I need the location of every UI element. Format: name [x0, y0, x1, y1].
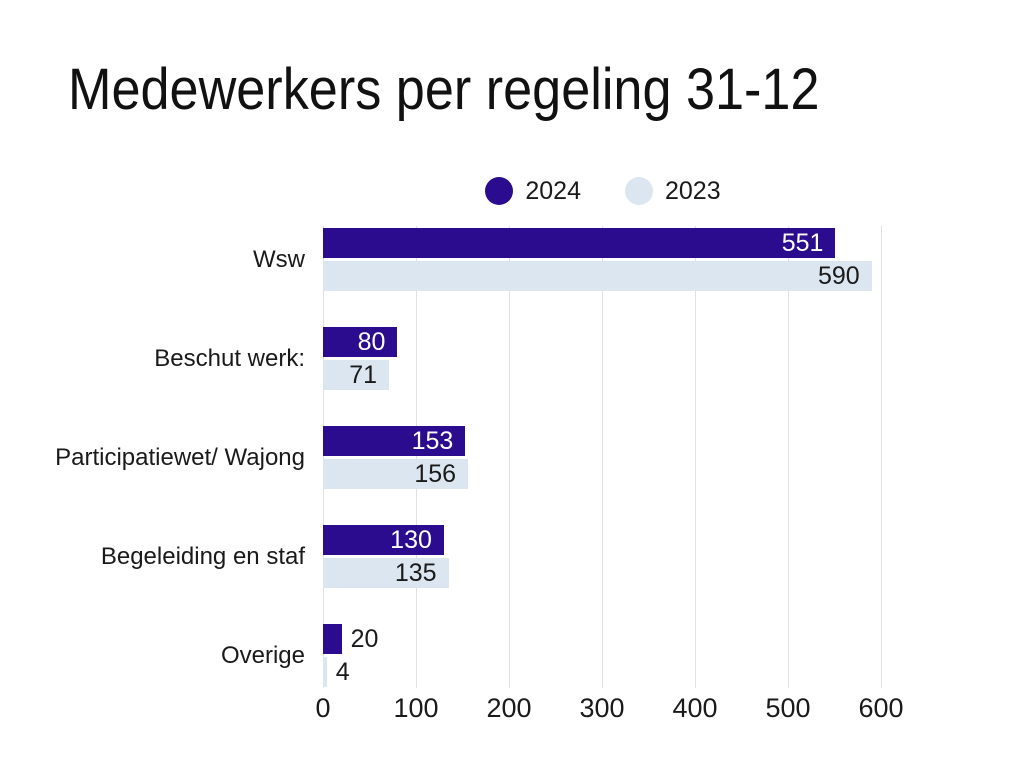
bar-value-2024-participatiewet-wajong: 153	[411, 427, 454, 455]
gridline-400	[695, 226, 696, 688]
x-tick-label-200: 200	[486, 693, 532, 723]
gridline-600	[881, 226, 882, 688]
x-tick-label-600: 600	[858, 693, 904, 723]
bar-2024-beschut-werk	[323, 327, 398, 357]
gridline-200	[509, 226, 510, 688]
plot-area: 551 590 80 71 153 156 130 135 20 4	[323, 226, 883, 688]
legend-label-2024: 2024	[525, 176, 581, 205]
bar-value-2024-begeleiding-en-staf: 130	[390, 526, 432, 554]
x-tick-label-0: 0	[315, 693, 331, 723]
category-label-participatiewet-wajong: Participatiewet/ Wajong	[55, 443, 305, 471]
bar-2023-beschut-werk	[323, 360, 390, 390]
bar-2023-participatiewet-wajong	[323, 459, 469, 489]
bar-2024-overige	[323, 624, 342, 654]
bar-value-2023-begeleiding-en-staf: 135	[394, 559, 437, 587]
bar-value-2024-beschut-werk: 80	[357, 328, 386, 356]
bar-value-2024-wsw: 551	[781, 229, 824, 257]
category-label-beschut-werk: Beschut werk:	[154, 344, 305, 372]
category-label-overige: Overige	[220, 641, 305, 669]
category-label-wsw: Wsw	[253, 245, 305, 273]
legend-swatch-2023-icon	[625, 177, 653, 205]
bar-2023-begeleiding-en-staf	[323, 558, 449, 588]
gridline-300	[602, 226, 603, 688]
chart-title: Medewerkers per regeling 31-12	[68, 57, 820, 122]
legend: 2024 2023	[323, 176, 883, 206]
gridline-500	[788, 226, 789, 688]
legend-label-2023: 2023	[665, 176, 721, 205]
bar-value-2023-wsw: 590	[817, 262, 860, 290]
bar-value-2023-overige: 4	[335, 658, 350, 686]
bar-2024-participatiewet-wajong	[323, 426, 466, 456]
x-tick-label-500: 500	[765, 693, 811, 723]
bar-2023-wsw	[323, 261, 872, 291]
bar-2024-begeleiding-en-staf	[323, 525, 444, 555]
gridline-0	[323, 226, 324, 688]
x-tick-label-100: 100	[393, 693, 439, 723]
legend-swatch-2024-icon	[485, 177, 514, 205]
gridline-100	[416, 226, 417, 688]
bar-2024-wsw	[323, 228, 836, 258]
bar-value-2024-overige: 20	[350, 625, 379, 653]
legend-item-2024: 2024	[485, 177, 581, 206]
legend-item-2023: 2023	[625, 177, 721, 206]
x-tick-label-300: 300	[579, 693, 625, 723]
bar-value-2023-participatiewet-wajong: 156	[414, 460, 457, 488]
x-tick-label-400: 400	[672, 693, 718, 723]
bar-value-2023-beschut-werk: 71	[349, 361, 378, 389]
bar-2023-overige	[323, 657, 327, 687]
category-label-begeleiding-en-staf: Begeleiding en staf	[100, 542, 305, 570]
